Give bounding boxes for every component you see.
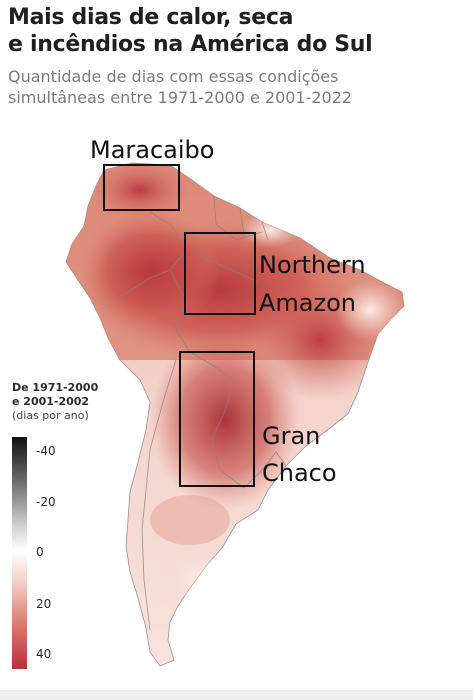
subtitle-line-2: simultâneas entre 1971-2000 e 2001-2022	[8, 88, 353, 107]
map-title: Mais dias de calor, seca e incêndios na …	[8, 4, 468, 58]
legend-color-scale	[12, 437, 27, 669]
legend-tick: 0	[36, 545, 44, 559]
label-gran: Gran	[262, 422, 320, 450]
subtitle-line-1: Quantidade de dias com essas condições	[8, 67, 339, 86]
label-amazon: Amazon	[259, 289, 356, 317]
label-northern: Northern	[259, 251, 366, 279]
legend-title-line-2: e 2001-2002	[12, 395, 90, 408]
south-america-map: Maracaibo Northern Amazon Gran Chaco	[65, 136, 405, 667]
title-line-1: Mais dias de calor, seca	[8, 5, 294, 30]
region-box-northern-amazon	[184, 232, 256, 315]
legend-tick: 20	[36, 597, 52, 611]
legend-tick: -20	[36, 495, 56, 509]
region-box-maracaibo	[103, 164, 180, 211]
map-subtitle: Quantidade de dias com essas condições s…	[8, 66, 468, 108]
label-chaco: Chaco	[262, 459, 337, 487]
title-line-2: e incêndios na América do Sul	[8, 32, 373, 57]
legend-tick: 40	[36, 647, 52, 661]
region-box-gran-chaco	[179, 351, 255, 487]
legend-title: De 1971-2000 e 2001-2002	[12, 381, 98, 409]
legend-title-line-1: De 1971-2000	[12, 381, 99, 394]
footer-strip	[0, 690, 473, 700]
label-maracaibo: Maracaibo	[90, 136, 214, 164]
legend-unit: (dias por ano)	[12, 409, 89, 422]
legend-tick: -40	[36, 444, 56, 458]
